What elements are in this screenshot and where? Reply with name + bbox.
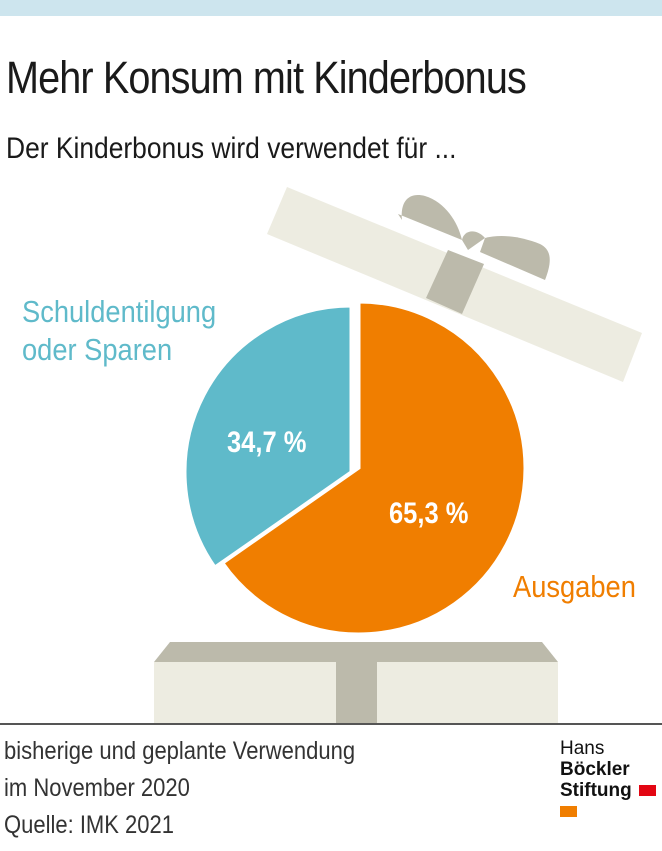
label-line: oder Sparen (22, 332, 173, 367)
logo-word: Hans (560, 738, 605, 759)
logo-red-square (639, 785, 657, 797)
base-ribbon (336, 662, 377, 723)
value-label-savings: 34,7 % (227, 426, 307, 459)
top-bar (0, 0, 662, 16)
logo-word: Stiftung (560, 780, 632, 801)
lid-ribbon (426, 250, 484, 314)
chart-subtitle: Der Kinderbonus wird verwendet für ... (6, 132, 457, 165)
footer-source: Quelle: IMK 2021 (4, 811, 174, 839)
slice-label-savings: Schuldentilgung oder Sparen (22, 293, 216, 369)
chart-title: Mehr Konsum mit Kinderbonus (6, 52, 527, 103)
pie-slice-spending (220, 300, 527, 636)
gift-lid (267, 187, 642, 382)
gift-base (154, 642, 558, 723)
footer-note: bisherige und geplante Verwendung (4, 737, 356, 765)
hans-boeckler-logo: Hans Böckler Stiftung (560, 738, 662, 822)
slice-label-spending: Ausgaben (513, 569, 636, 604)
logo-orange-square (560, 806, 577, 818)
bow-right (480, 236, 550, 280)
label-line: Schuldentilgung (22, 294, 217, 329)
pie-slice-savings (183, 304, 353, 570)
pie-chart (183, 300, 527, 636)
bow-knot (462, 231, 485, 250)
value-label-spending: 65,3 % (389, 497, 469, 530)
logo-word: Böckler (560, 759, 630, 780)
bow-left (398, 195, 462, 240)
footer-divider (0, 723, 662, 725)
footer-date: im November 2020 (4, 774, 190, 802)
